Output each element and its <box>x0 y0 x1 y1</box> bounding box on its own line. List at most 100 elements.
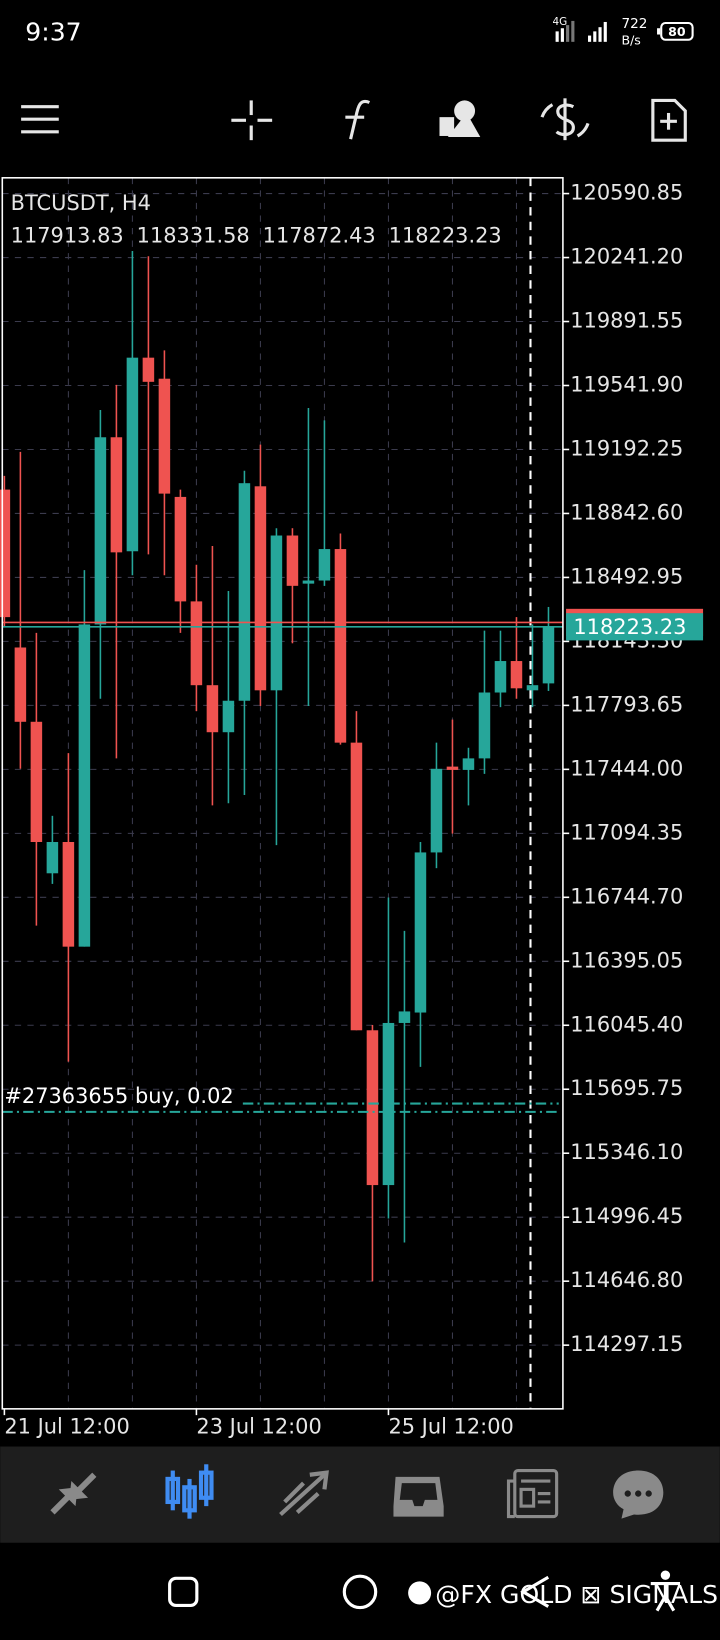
last-price-label: 118223.23 <box>573 615 686 639</box>
candle-body <box>126 357 139 552</box>
y-tick-label: 114297.15 <box>570 1332 683 1356</box>
y-tick-label: 120241.20 <box>570 245 683 269</box>
plot-border <box>1 177 564 1410</box>
recents-button[interactable] <box>168 1576 199 1608</box>
candle-body <box>478 692 491 759</box>
x-tick-label: 23 Jul 12:00 <box>196 1415 321 1439</box>
candle-body <box>46 842 59 874</box>
candle-body <box>430 768 443 853</box>
candle-body <box>446 766 459 770</box>
chart: #27363655 buy, 0.02 BTCUSDT, H4 117913.8… <box>0 177 704 1439</box>
trade-button[interactable] <box>540 98 590 141</box>
chart-tab[interactable] <box>165 1464 214 1519</box>
y-tick-label: 118842.60 <box>570 500 683 524</box>
candle-body <box>78 624 91 947</box>
price-axis: 120590.85 120241.20 119891.55 119541.90 1191… <box>3 181 704 1439</box>
candle-body <box>462 758 475 770</box>
home-button[interactable] <box>342 1574 378 1610</box>
menu-button[interactable] <box>21 105 59 134</box>
candle-body <box>542 626 555 684</box>
candle-body <box>526 685 539 691</box>
back-button[interactable] <box>520 1575 550 1608</box>
y-tick-label: 114996.45 <box>570 1204 683 1228</box>
candle-body <box>30 721 43 843</box>
candle-body <box>142 357 155 382</box>
candle-body <box>158 378 171 494</box>
status-bar: 9:37 4G 722 B/s 80 <box>25 16 694 47</box>
y-tick-label: 118492.95 <box>570 564 683 588</box>
overlays: #27363655 buy, 0.02 <box>2 621 563 1113</box>
candle-body <box>318 549 331 581</box>
tab-bar-icons <box>50 1464 664 1519</box>
candle-body <box>382 1022 395 1186</box>
candle-body <box>270 535 283 691</box>
nav-bar <box>168 1570 681 1612</box>
order-label: #27363655 buy, 0.02 <box>4 1084 233 1108</box>
grid <box>2 177 563 1409</box>
network-type: 4G <box>552 16 567 28</box>
quotes-tab[interactable] <box>50 1472 97 1515</box>
signal-icon <box>555 20 607 42</box>
news-tab[interactable] <box>506 1468 559 1519</box>
candle-body <box>398 1011 411 1023</box>
y-tick-label: 116045.40 <box>570 1012 683 1036</box>
watermark: @FX GOLD ⊠ SIGNALS <box>408 1580 718 1609</box>
candle-body <box>94 437 107 625</box>
candle-body <box>206 685 219 733</box>
y-tick-label: 115346.10 <box>570 1140 683 1164</box>
objects-button[interactable] <box>439 100 481 138</box>
candles <box>0 250 555 1282</box>
trade-tab[interactable] <box>279 1470 329 1517</box>
candle-body <box>414 852 427 1013</box>
facebook-icon <box>408 1581 432 1605</box>
candle-body <box>0 489 11 618</box>
candle-body <box>510 661 523 689</box>
candle-body <box>494 661 507 693</box>
new-order-button[interactable] <box>651 98 687 142</box>
y-tick-label: 116395.05 <box>570 948 683 972</box>
indicators-button[interactable] <box>345 99 371 140</box>
last-price-box <box>566 613 704 641</box>
open-value: 117913.83 <box>11 223 124 247</box>
y-tick-label: 117793.65 <box>570 692 683 716</box>
candle-body <box>302 580 315 584</box>
y-tick-label: 115695.75 <box>570 1076 683 1100</box>
y-tick-label: 117094.35 <box>570 820 683 844</box>
candle-body <box>350 742 363 1031</box>
tab-bar <box>0 1446 720 1543</box>
candle-body <box>190 601 203 686</box>
y-tick-label: 119891.55 <box>570 309 683 333</box>
battery-tip <box>657 28 661 35</box>
x-tick-label: 21 Jul 12:00 <box>4 1415 129 1439</box>
accessibility-button[interactable] <box>650 1570 681 1612</box>
high-value: 118331.58 <box>137 223 250 247</box>
y-tick-label: 119192.25 <box>570 436 683 460</box>
y-tick-label: 116744.70 <box>570 884 683 908</box>
net-speed-unit: B/s <box>621 32 640 47</box>
crosshair-button[interactable] <box>231 100 273 141</box>
candle-body <box>14 647 27 722</box>
clock: 9:37 <box>25 17 81 46</box>
y-tick-label: 120590.85 <box>570 181 683 205</box>
y-tick-label: 119541.90 <box>570 372 683 396</box>
chat-tab[interactable] <box>613 1470 664 1519</box>
low-value: 117872.43 <box>263 223 376 247</box>
y-tick-label: 114646.80 <box>570 1268 683 1292</box>
candle-body <box>366 1030 379 1186</box>
y-tick-label: 117444.00 <box>570 756 683 780</box>
net-speed: 722 <box>621 16 647 32</box>
candle-body <box>222 700 235 733</box>
candle-body <box>286 535 299 586</box>
candle-body <box>334 549 347 743</box>
symbol-title: BTCUSDT, H4 <box>11 191 151 215</box>
battery-icon <box>660 21 694 41</box>
battery-level: 80 <box>668 24 686 39</box>
ohlc-readout: 117913.83 118331.58 117872.43 118223.23 <box>11 223 502 247</box>
candle-body <box>110 437 123 553</box>
history-tab[interactable] <box>393 1476 444 1517</box>
candle-body <box>62 842 75 947</box>
x-tick-label: 25 Jul 12:00 <box>388 1415 513 1439</box>
candle-body <box>174 496 187 602</box>
